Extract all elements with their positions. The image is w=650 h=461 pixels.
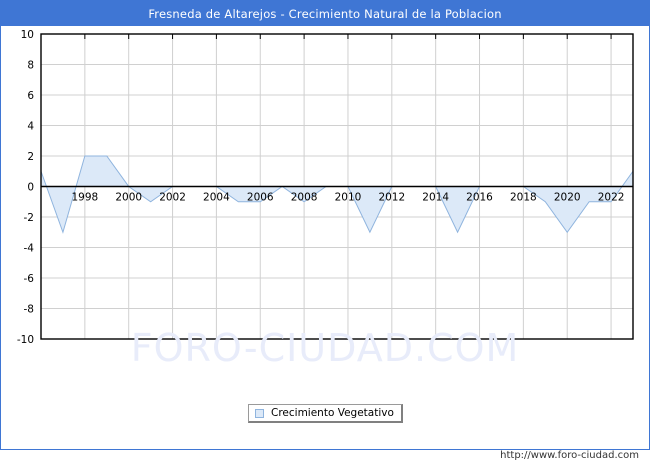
svg-text:0: 0 [27,182,34,194]
legend-swatch-icon [255,408,264,418]
svg-text:-2: -2 [24,212,34,224]
svg-text:2012: 2012 [378,192,405,204]
svg-text:2008: 2008 [291,192,318,204]
chart-legend: Crecimiento Vegetativo [248,404,403,423]
svg-text:2022: 2022 [598,192,625,204]
plot-frame [40,33,634,340]
svg-text:2020: 2020 [554,192,581,204]
svg-text:2006: 2006 [247,192,274,204]
svg-text:-10: -10 [17,334,34,346]
window-title-bar: Fresneda de Altarejos - Crecimiento Natu… [1,1,649,26]
svg-text:6: 6 [27,90,34,102]
svg-text:2018: 2018 [510,192,537,204]
svg-text:1998: 1998 [71,192,98,204]
page-title: Fresneda de Altarejos - Crecimiento Natu… [148,6,502,21]
legend-label: Crecimiento Vegetativo [271,407,394,419]
svg-text:-6: -6 [24,273,35,285]
x-axis-tick-labels: 1998 2000 2002 2004 2006 2008 2010 2012 2014 2016… [71,192,624,204]
svg-text:-4: -4 [24,243,35,255]
area-chart: 10 8 6 4 2 0 -2 -4 -6 -8 -10 1998 2000 2002 2004 2006 2… [17,29,634,346]
svg-text:2010: 2010 [335,192,362,204]
svg-text:2016: 2016 [466,192,493,204]
chart-plot-container: 10 8 6 4 2 0 -2 -4 -6 -8 -10 1998 2000 2002 2004 2006 2… [1,26,649,461]
svg-text:4: 4 [27,121,34,133]
svg-text:2002: 2002 [159,192,186,204]
svg-text:8: 8 [27,60,34,72]
svg-text:2014: 2014 [422,192,449,204]
svg-text:-8: -8 [24,304,34,316]
source-url: http://www.foro-ciudad.com [500,450,639,461]
svg-text:2: 2 [27,151,34,163]
svg-text:2004: 2004 [203,192,230,204]
svg-text:10: 10 [21,29,34,41]
y-axis-tick-labels: 10 8 6 4 2 0 -2 -4 -6 -8 -10 [17,29,34,346]
svg-text:2000: 2000 [115,192,142,204]
